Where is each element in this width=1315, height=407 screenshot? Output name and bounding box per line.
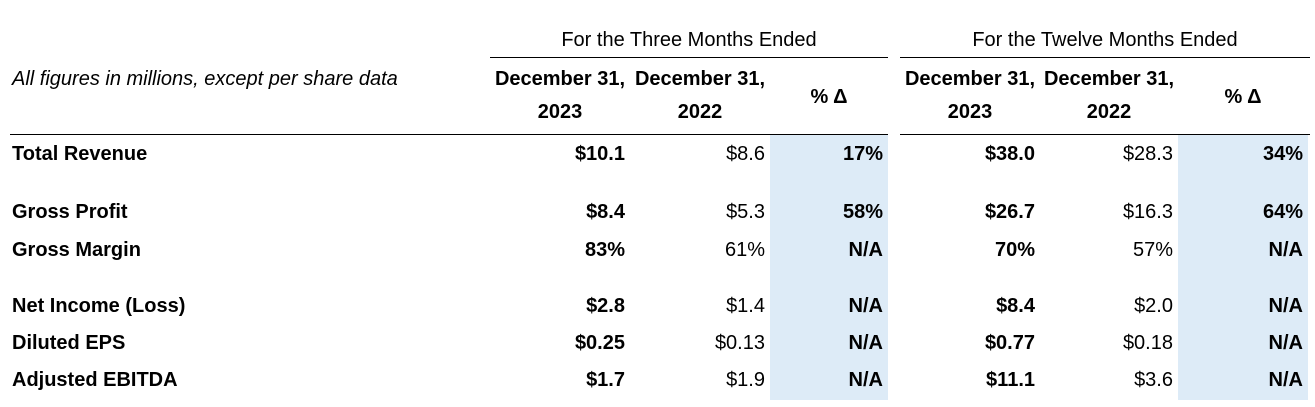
cell: $3.6 [1134, 369, 1173, 391]
cell: $8.4 [996, 295, 1035, 317]
cell: $1.9 [726, 369, 765, 391]
shade-column [1178, 135, 1308, 400]
cell: 58% [842, 201, 883, 223]
cell: 57% [1132, 239, 1173, 261]
cell: N/A [848, 295, 883, 317]
cell: $0.77 [984, 332, 1035, 354]
cell: N/A [848, 332, 883, 354]
cell: 70% [994, 239, 1035, 261]
cell: $16.3 [1122, 201, 1173, 223]
cell: $5.3 [726, 201, 765, 223]
cell: N/A [848, 369, 883, 391]
column-header: December 31, 2022 [634, 68, 766, 123]
cell: N/A [848, 239, 883, 261]
cell: $2.8 [586, 295, 625, 317]
cell: $38.0 [984, 143, 1035, 165]
header-rule [900, 134, 1310, 135]
cell: 64% [1262, 201, 1303, 223]
column-header: December 31, 2023 [494, 68, 626, 123]
row-label: Diluted EPS [12, 332, 126, 354]
row-label: Net Income (Loss) [12, 295, 186, 317]
cell: N/A [1268, 369, 1303, 391]
cell: N/A [1268, 295, 1303, 317]
column-header: December 31, 2022 [1043, 68, 1175, 123]
cell: $11.1 [986, 369, 1035, 391]
cell: $2.0 [1134, 295, 1173, 317]
group-rule [490, 57, 888, 58]
header-rule [10, 134, 888, 135]
cell: $10.1 [574, 143, 625, 165]
cell: $0.18 [1122, 332, 1173, 354]
cell: 34% [1262, 143, 1303, 165]
cell: $0.13 [714, 332, 765, 354]
row-label: Total Revenue [12, 143, 148, 165]
column-header: December 31, 2023 [904, 68, 1036, 123]
group-rule [900, 57, 1310, 58]
group-header: For the Three Months Ended [561, 29, 817, 51]
cell: $1.4 [726, 295, 765, 317]
row-label: Gross Margin [12, 239, 141, 261]
note: All figures in millions, except per shar… [12, 68, 398, 90]
cell: N/A [1268, 332, 1303, 354]
shade-column [770, 135, 888, 400]
cell: $8.6 [726, 143, 765, 165]
row-label: Adjusted EBITDA [12, 369, 178, 391]
column-header: % Δ [1224, 86, 1262, 108]
cell: $0.25 [574, 332, 625, 354]
cell: $1.7 [586, 369, 625, 391]
cell: 83% [584, 239, 625, 261]
row-label: Gross Profit [12, 201, 128, 223]
cell: 17% [842, 143, 883, 165]
group-header: For the Twelve Months Ended [972, 29, 1238, 51]
column-header: % Δ [810, 86, 848, 108]
cell: $8.4 [586, 201, 625, 223]
cell: $26.7 [984, 201, 1035, 223]
cell: N/A [1268, 239, 1303, 261]
cell: $28.3 [1122, 143, 1173, 165]
cell: 61% [724, 239, 765, 261]
